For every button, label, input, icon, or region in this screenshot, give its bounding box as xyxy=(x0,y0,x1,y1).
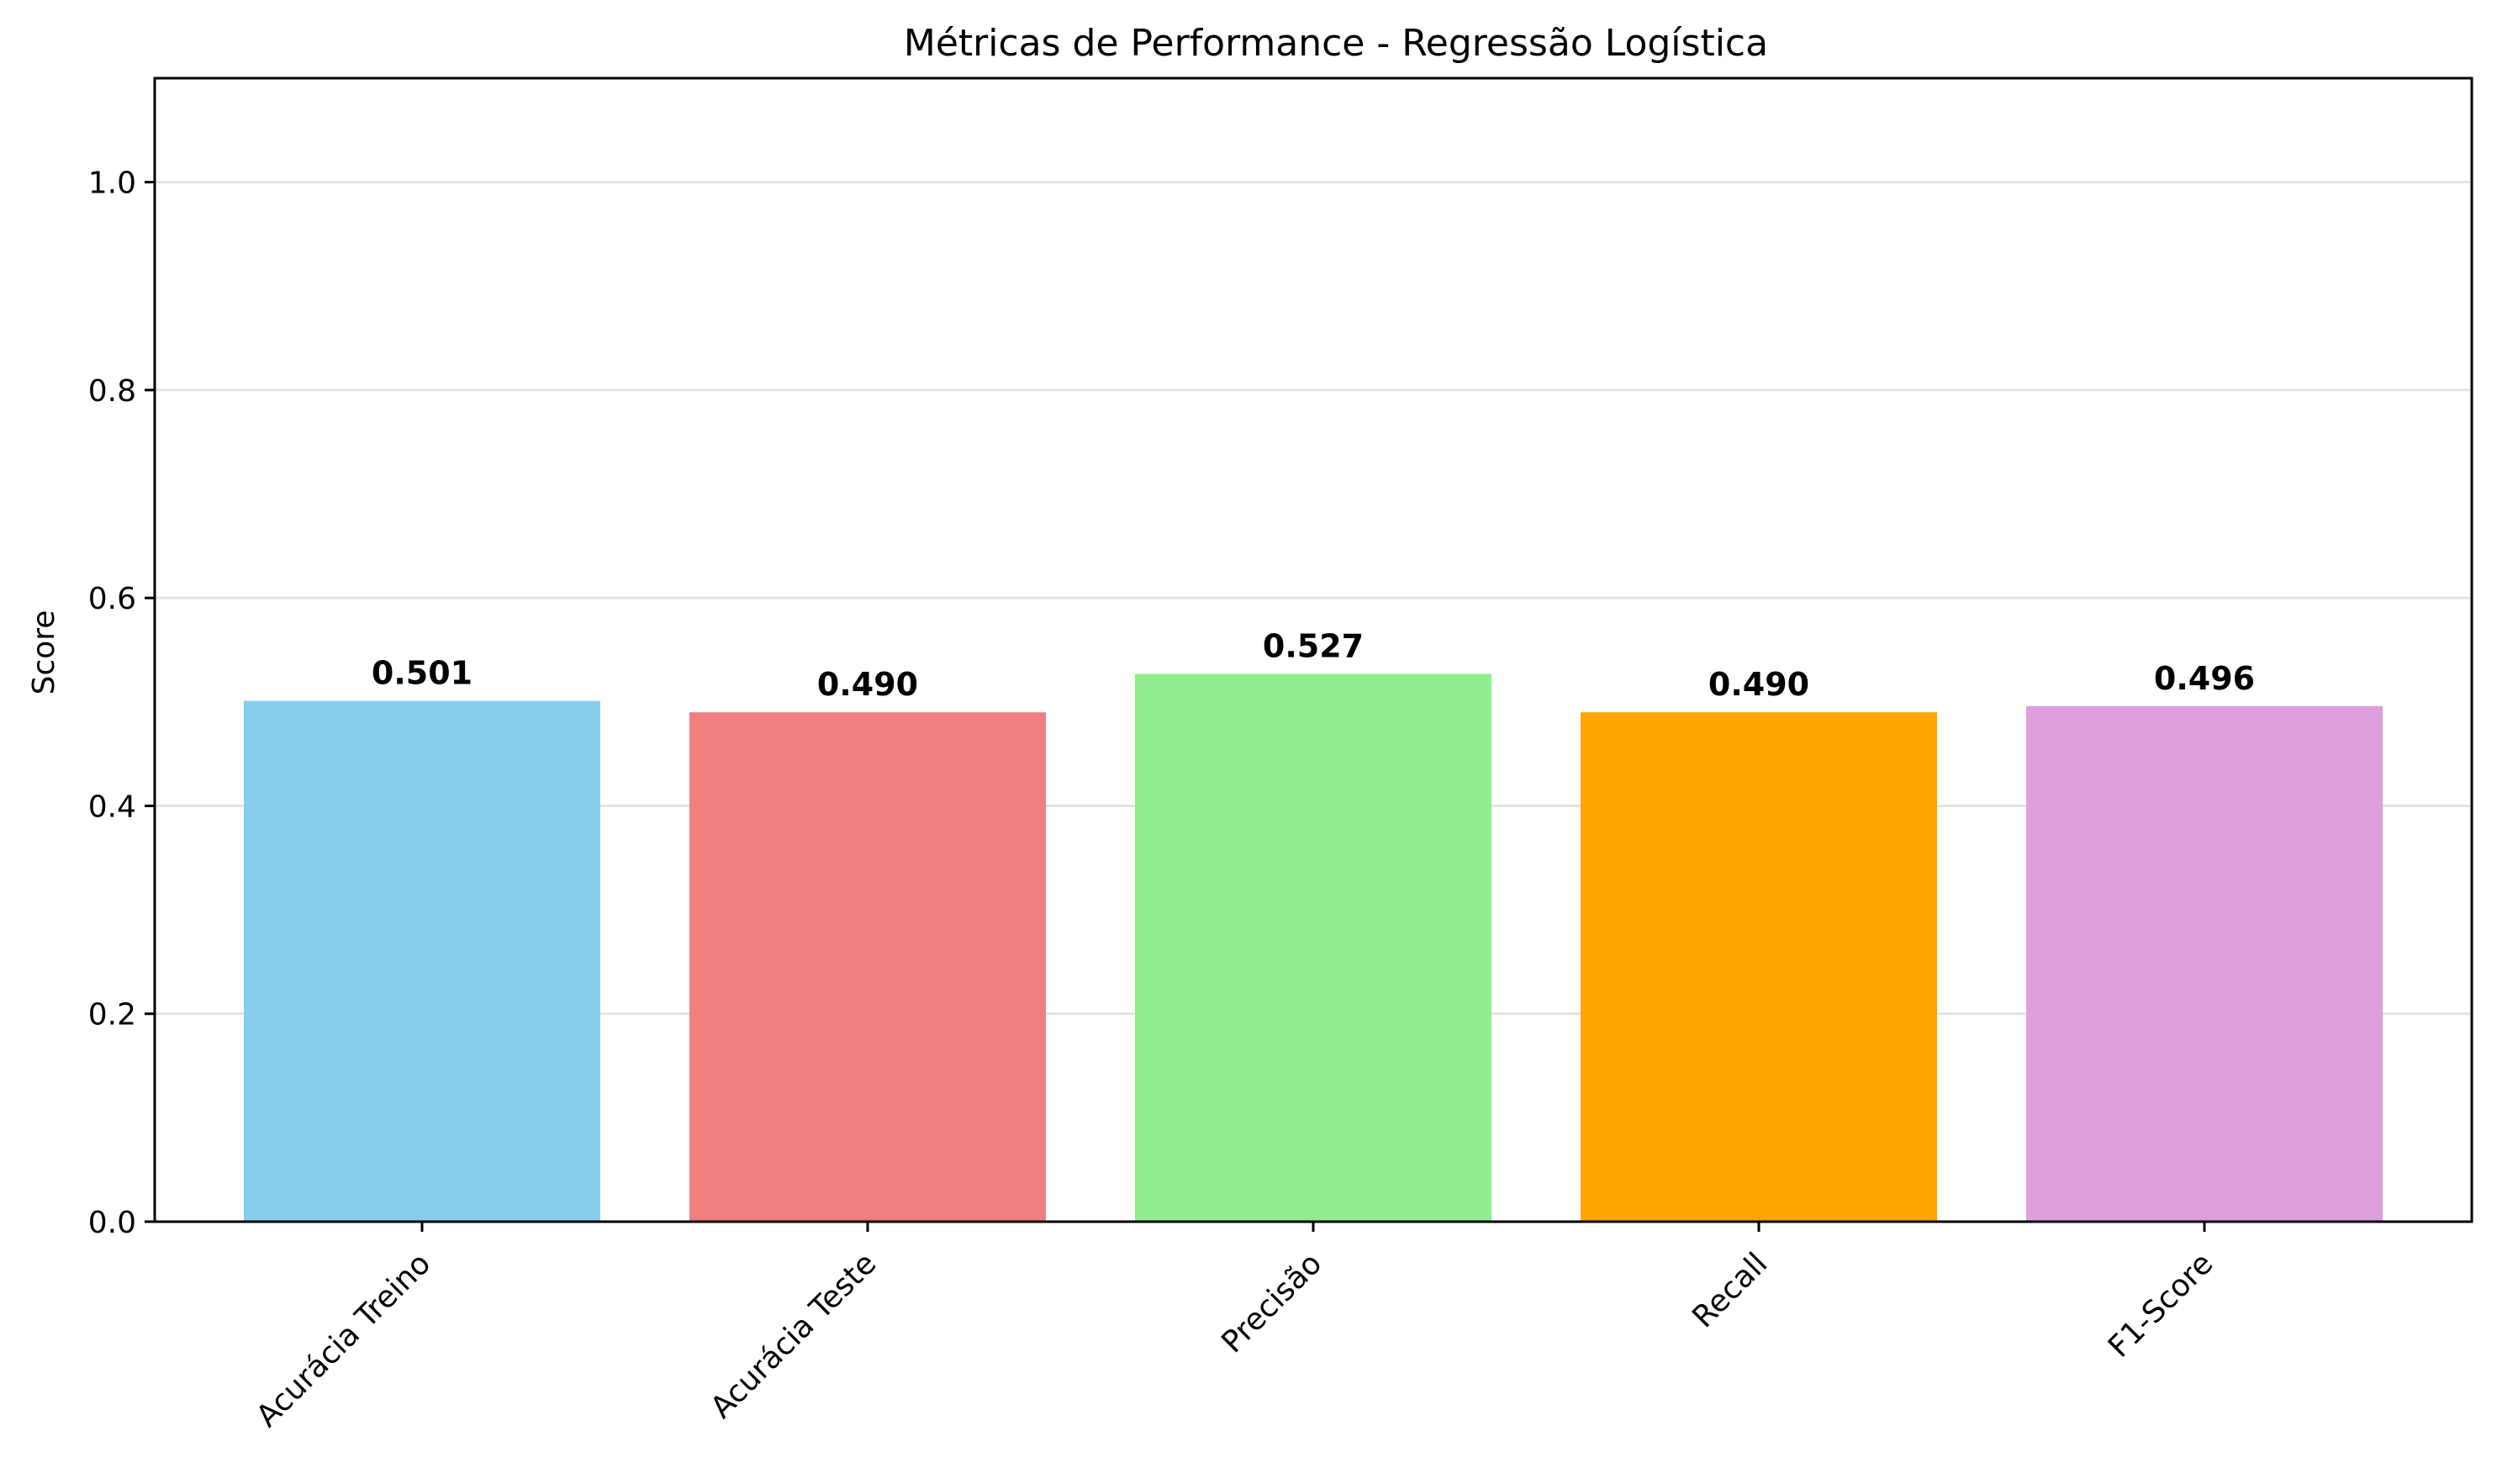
x-tick-label: F1-Score xyxy=(2102,1246,2220,1364)
y-tick-label: 0.6 xyxy=(88,582,136,616)
bar xyxy=(1581,712,1937,1222)
y-tick-label: 1.0 xyxy=(88,166,136,201)
bar-value-label: 0.496 xyxy=(2154,660,2255,697)
x-tick-label: Recall xyxy=(1686,1246,1774,1334)
y-tick-label: 0.2 xyxy=(88,998,136,1032)
bar-value-label: 0.527 xyxy=(1263,627,1364,664)
plot-frame xyxy=(153,77,2473,1223)
bar xyxy=(2026,705,2383,1222)
x-tick-label: Precisão xyxy=(1215,1246,1328,1360)
y-axis-label: Score xyxy=(27,610,61,695)
y-tick-label: 0.4 xyxy=(88,790,136,824)
chart-title: Métricas de Performance - Regressão Logí… xyxy=(904,22,1768,65)
bar-value-label: 0.490 xyxy=(817,666,918,703)
x-tick-label: Acurácia Teste xyxy=(705,1246,884,1425)
bar-value-label: 0.490 xyxy=(1708,666,1809,703)
bars: 0.501 0.490 0.527 0.490 0.496 xyxy=(244,627,2383,1222)
y-tick-label: 0.0 xyxy=(88,1206,136,1240)
bar xyxy=(1135,673,1491,1222)
bar xyxy=(244,700,600,1222)
bar-value-label: 0.501 xyxy=(372,655,472,692)
x-tick-label: Acurácia Treino xyxy=(250,1246,437,1434)
y-tick-label: 0.8 xyxy=(88,374,136,409)
bar xyxy=(689,712,1046,1222)
